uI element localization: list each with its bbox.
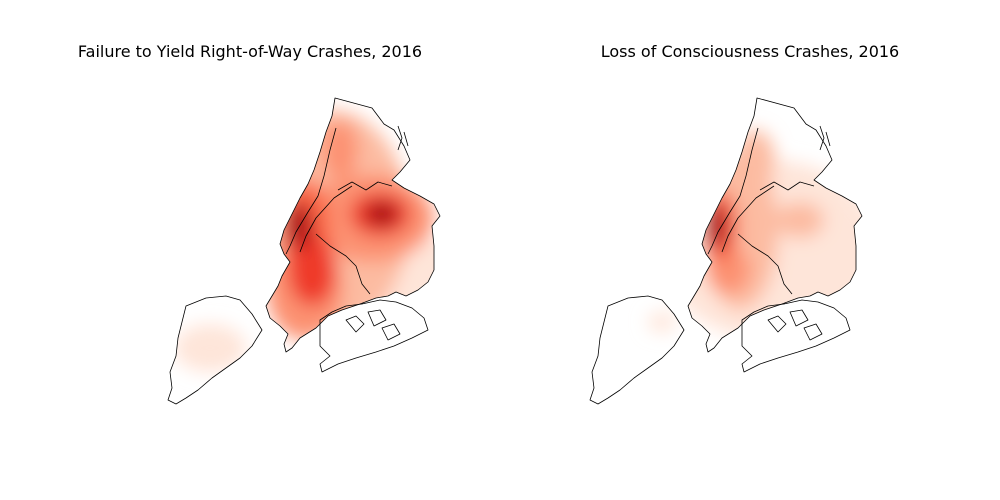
nyc-density-map [589,97,863,405]
nyc-density-map [167,97,441,405]
borough-outlines [167,97,441,405]
panel-title: Loss of Consciousness Crashes, 2016 [600,42,900,61]
map-panel-failure-to-yield: Failure to Yield Right-of-Way Crashes, 2… [77,42,441,405]
borough-outlines [589,97,863,405]
panel-title: Failure to Yield Right-of-Way Crashes, 2… [77,42,423,61]
map-panel-loss-of-consciousness: Loss of Consciousness Crashes, 2016 [500,0,1000,500]
